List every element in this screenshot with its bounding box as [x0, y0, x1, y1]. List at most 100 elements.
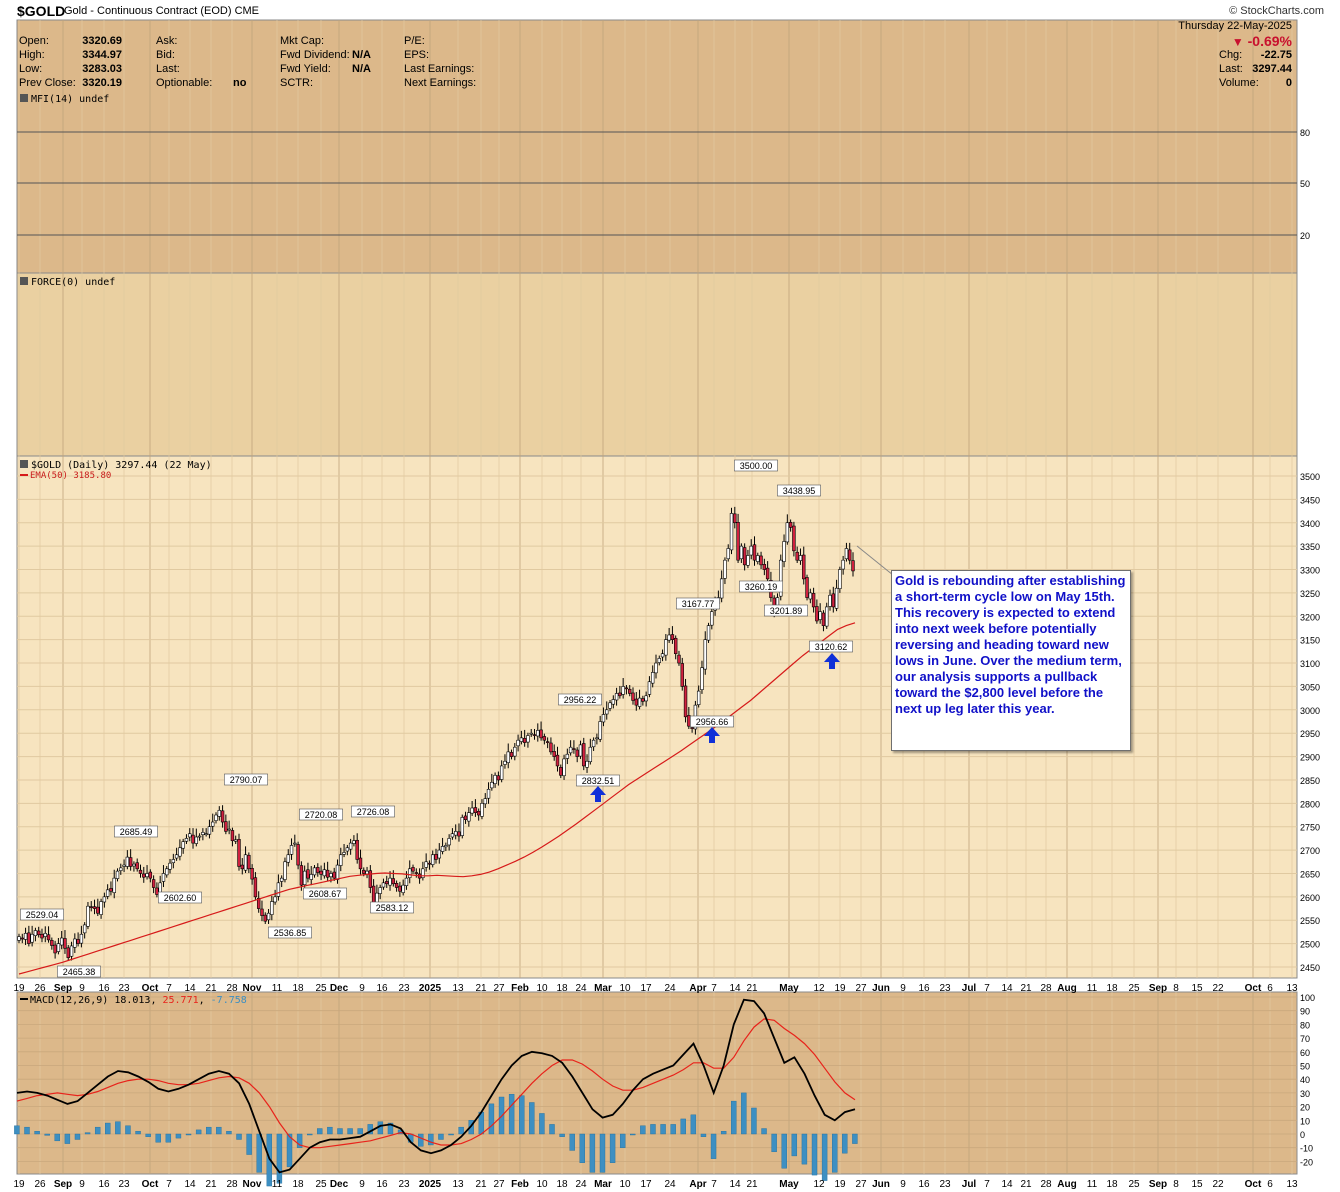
candle-body [637, 697, 642, 707]
x-tick-label: 18 [556, 1179, 568, 1190]
candle-body [424, 861, 428, 868]
x-tick-label: 11 [272, 1179, 283, 1190]
x-tick-label: Dec [330, 1179, 349, 1190]
candle-body [128, 857, 133, 867]
candle-body [142, 873, 146, 878]
volume-label: Volume: [1219, 77, 1259, 89]
candle-body [316, 867, 320, 873]
histogram-bar [801, 1133, 808, 1165]
chg-value: -22.75 [1260, 49, 1292, 61]
x-tick-label: Feb [511, 1179, 529, 1190]
x-tick-label: Sep [1149, 1179, 1167, 1190]
optionable-label: Optionable: [156, 77, 213, 89]
candle-body [608, 702, 612, 709]
price-value-box [114, 825, 158, 838]
candle-body [536, 730, 540, 737]
candle-body [798, 555, 803, 561]
cycle-low-arrows [590, 653, 840, 802]
x-tick-label: Nov [243, 1179, 262, 1190]
price-value-box [351, 805, 395, 818]
candle-body [841, 559, 845, 570]
candle-body [329, 873, 333, 878]
candle-body [358, 857, 363, 870]
candle-body [631, 692, 635, 701]
candle-body [545, 741, 550, 743]
candle-body [20, 937, 24, 940]
histogram-bar [165, 1133, 172, 1143]
candle-body [66, 947, 70, 958]
candle-body [204, 833, 208, 836]
callout-pointer [856, 545, 894, 576]
candle-body [56, 943, 61, 952]
x-tick-label: Jul [962, 1179, 977, 1190]
candle-body [700, 667, 704, 691]
price-tick-label: 3350 [1300, 542, 1320, 552]
candle-body [73, 938, 77, 948]
candle-body [82, 924, 87, 934]
histogram-bar [418, 1133, 424, 1147]
x-tick-label: 27 [493, 983, 505, 994]
signal-value: 25.771 [162, 995, 198, 1006]
x-tick-label: Aug [1057, 983, 1076, 994]
x-tick-label: 25 [315, 1179, 327, 1190]
x-tick-label: 19 [834, 1179, 846, 1190]
candle-body [302, 870, 307, 885]
candle-body [598, 721, 602, 740]
candle-body [483, 798, 487, 805]
candle-body [549, 742, 553, 753]
price-title: $GOLD (Daily) 3297.44 (22 May) [31, 460, 212, 471]
x-tick-label: 28 [226, 1179, 238, 1190]
candle-body [532, 734, 537, 736]
candle-body [654, 662, 658, 674]
x-tick-label: 23 [398, 983, 410, 994]
candle-body [440, 846, 445, 852]
mfi-tick-label: 80 [1300, 128, 1310, 138]
quote-labels-right: Chg: Last: Volume: [1219, 48, 1259, 90]
candle-body [677, 654, 681, 664]
price-value-box [224, 773, 268, 786]
histogram-bar [508, 1094, 515, 1135]
candle-body [568, 746, 573, 754]
candle-body [102, 896, 107, 903]
candle-body [286, 854, 290, 863]
x-tick-label: 18 [292, 1179, 304, 1190]
candle-body [838, 569, 842, 589]
histogram-bar [448, 1133, 454, 1136]
x-tick-label: 13 [1286, 983, 1298, 994]
histogram-bar [650, 1124, 656, 1135]
candle-body [411, 867, 415, 872]
candle-body [237, 839, 241, 867]
x-tick-label: 19 [13, 1179, 25, 1190]
candle-body [197, 835, 202, 838]
x-tick-label: 18 [292, 983, 304, 994]
x-tick-label: 15 [1191, 983, 1203, 994]
price-value-box [558, 693, 602, 706]
x-tick-label: 16 [98, 1179, 110, 1190]
candle-body [834, 587, 839, 609]
candle-body [53, 944, 57, 954]
x-tick-label: 2025 [419, 1179, 442, 1190]
quote-labels-col4: P/E: EPS: Last Earnings: Next Earnings: [404, 34, 476, 90]
x-tick-label: Nov [243, 983, 262, 994]
histogram-bar [357, 1128, 363, 1135]
macd-tick-label: 70 [1300, 1034, 1310, 1044]
histogram-bar [296, 1133, 303, 1148]
candle-body [808, 592, 813, 600]
histogram-bar [559, 1133, 565, 1137]
histogram-bar [821, 1133, 828, 1181]
price-value-box [303, 887, 347, 900]
x-tick-label: Aug [1057, 1179, 1076, 1190]
candle-body [394, 882, 399, 888]
sctr-label: SCTR: [280, 77, 313, 89]
macd-tick-label: 30 [1300, 1089, 1310, 1099]
x-tick-label: 11 [1087, 1179, 1098, 1190]
candle-body [805, 577, 809, 598]
x-tick-label: 16 [918, 983, 930, 994]
candle-body [322, 869, 327, 877]
triangle-down-icon: ▼ [1231, 35, 1244, 49]
x-tick-label: 7 [711, 983, 717, 994]
candle-body [588, 746, 593, 763]
price-value-label: 2956.22 [564, 695, 597, 705]
price-value-label: 3120.62 [815, 642, 848, 652]
x-tick-label: 28 [1040, 983, 1052, 994]
